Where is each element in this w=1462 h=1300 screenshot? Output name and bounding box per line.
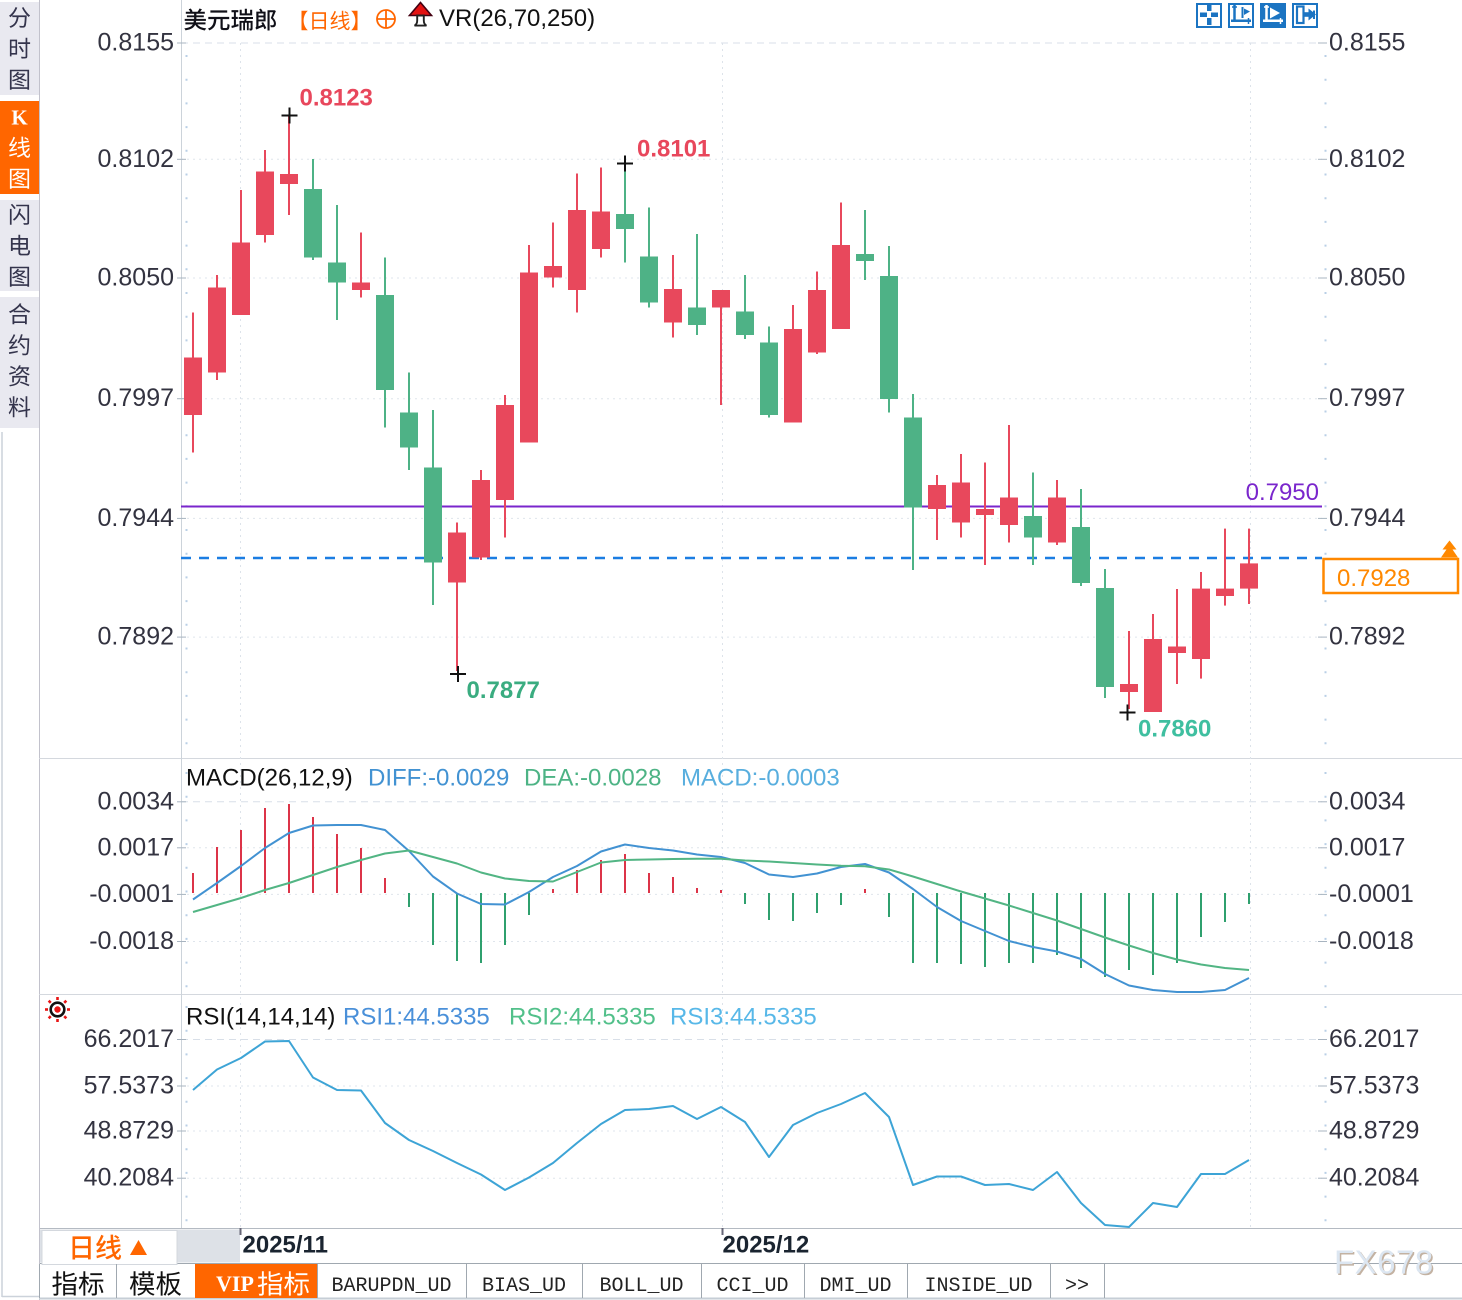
- svg-text:2025/11: 2025/11: [243, 1232, 328, 1259]
- svg-text:0.8123: 0.8123: [300, 85, 373, 112]
- svg-text:0.8155: 0.8155: [98, 29, 174, 57]
- svg-text:K: K: [11, 106, 28, 130]
- svg-text:-0.0018: -0.0018: [89, 927, 174, 955]
- svg-text:48.8729: 48.8729: [84, 1117, 174, 1145]
- svg-text:66.2017: 66.2017: [1329, 1025, 1419, 1053]
- svg-text:66.2017: 66.2017: [84, 1025, 174, 1053]
- svg-text:0.8102: 0.8102: [1329, 145, 1405, 173]
- svg-text:0.7877: 0.7877: [467, 677, 540, 704]
- svg-text:0.7997: 0.7997: [1329, 384, 1405, 412]
- svg-text:DIFF:-0.0029: DIFF:-0.0029: [368, 765, 509, 792]
- svg-text:0.0034: 0.0034: [1329, 787, 1406, 815]
- svg-text:0.0017: 0.0017: [1329, 833, 1405, 861]
- svg-text:40.2084: 40.2084: [84, 1164, 174, 1192]
- svg-text:RSI1:44.5335: RSI1:44.5335: [343, 1004, 490, 1031]
- svg-text:-0.0001: -0.0001: [1329, 880, 1414, 908]
- svg-text:0.8101: 0.8101: [637, 136, 710, 163]
- svg-text:0.7928: 0.7928: [1337, 565, 1410, 592]
- svg-text:DMI_UD: DMI_UD: [819, 1275, 891, 1298]
- svg-text:0.7892: 0.7892: [98, 623, 174, 651]
- svg-text:0.7950: 0.7950: [1246, 479, 1319, 506]
- svg-text:0.0034: 0.0034: [98, 787, 175, 815]
- svg-text:57.5373: 57.5373: [84, 1072, 174, 1100]
- svg-text:0.7944: 0.7944: [98, 504, 175, 532]
- svg-text:0.7860: 0.7860: [1138, 716, 1211, 743]
- svg-text:0.8102: 0.8102: [98, 145, 174, 173]
- svg-text:MACD(26,12,9): MACD(26,12,9): [186, 765, 353, 792]
- svg-text:FX678: FX678: [1334, 1244, 1434, 1281]
- svg-text:>>: >>: [1065, 1275, 1089, 1298]
- svg-text:0.7997: 0.7997: [98, 384, 174, 412]
- svg-text:0.7892: 0.7892: [1329, 623, 1405, 651]
- svg-text:BARUPDN_UD: BARUPDN_UD: [331, 1275, 451, 1298]
- svg-text:BOLL_UD: BOLL_UD: [599, 1275, 683, 1298]
- svg-text:RSI2:44.5335: RSI2:44.5335: [509, 1004, 656, 1031]
- svg-text:-0.0001: -0.0001: [89, 880, 174, 908]
- svg-text:CCI_UD: CCI_UD: [716, 1275, 788, 1298]
- svg-text:48.8729: 48.8729: [1329, 1117, 1419, 1145]
- svg-text:RSI(14,14,14): RSI(14,14,14): [186, 1004, 335, 1031]
- svg-text:40.2084: 40.2084: [1329, 1164, 1419, 1192]
- svg-text:2025/12: 2025/12: [723, 1232, 810, 1259]
- svg-text:INSIDE_UD: INSIDE_UD: [924, 1275, 1032, 1298]
- svg-text:VR(26,70,250): VR(26,70,250): [439, 5, 595, 32]
- svg-text:0.8050: 0.8050: [1329, 264, 1405, 292]
- svg-text:BIAS_UD: BIAS_UD: [482, 1275, 566, 1298]
- svg-text:RSI3:44.5335: RSI3:44.5335: [670, 1004, 817, 1031]
- svg-text:0.8155: 0.8155: [1329, 29, 1405, 57]
- svg-text:57.5373: 57.5373: [1329, 1072, 1419, 1100]
- svg-text:0.7944: 0.7944: [1329, 504, 1406, 532]
- svg-text:MACD:-0.0003: MACD:-0.0003: [681, 765, 840, 792]
- svg-text:FX678: FX678: [1336, 1245, 1436, 1282]
- svg-text:-0.0018: -0.0018: [1329, 927, 1414, 955]
- svg-text:0.8050: 0.8050: [98, 264, 174, 292]
- svg-text:DEA:-0.0028: DEA:-0.0028: [524, 765, 661, 792]
- svg-text:0.0017: 0.0017: [98, 833, 174, 861]
- svg-text:VIP: VIP: [216, 1271, 254, 1296]
